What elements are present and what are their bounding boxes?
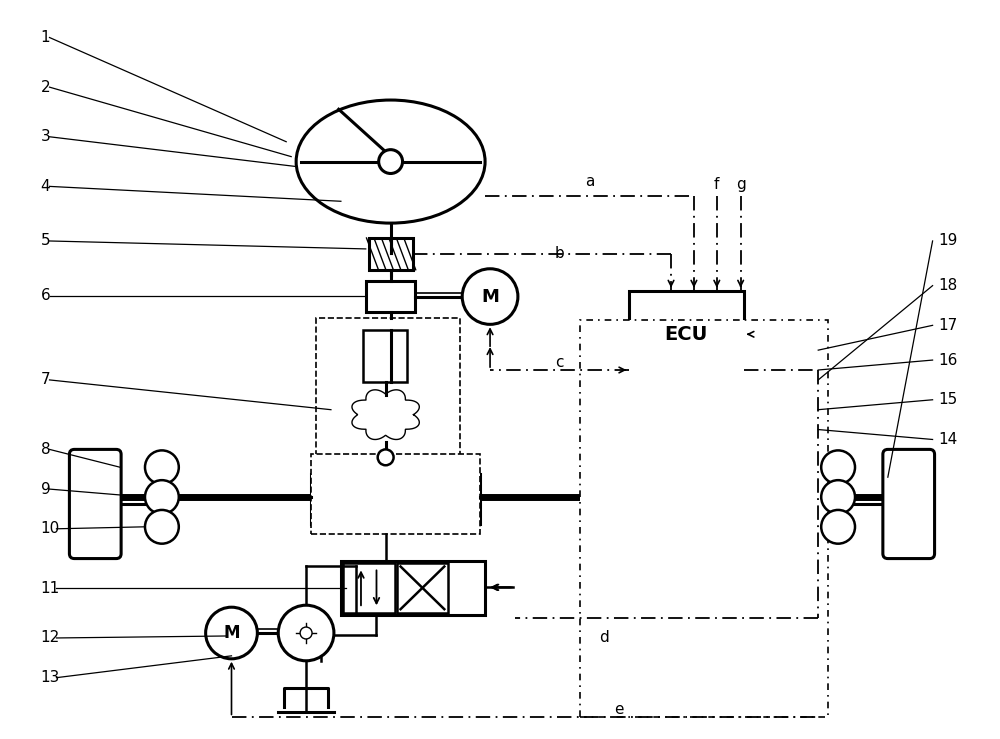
- Bar: [369, 238, 413, 270]
- Text: 11: 11: [41, 581, 60, 596]
- Circle shape: [278, 605, 334, 661]
- Bar: [580, 321, 828, 718]
- Circle shape: [821, 510, 855, 544]
- Ellipse shape: [296, 100, 485, 223]
- Circle shape: [145, 450, 179, 484]
- Text: M: M: [223, 624, 240, 642]
- Bar: [369, 457, 412, 475]
- Circle shape: [462, 269, 518, 324]
- Text: M: M: [481, 287, 499, 305]
- Circle shape: [378, 449, 394, 466]
- FancyBboxPatch shape: [883, 449, 935, 559]
- FancyBboxPatch shape: [69, 449, 121, 559]
- Text: 8: 8: [41, 442, 50, 457]
- Text: 5: 5: [41, 234, 50, 248]
- Text: f: f: [714, 177, 719, 192]
- Text: g: g: [736, 177, 746, 192]
- Text: 2: 2: [41, 80, 50, 95]
- Text: 7: 7: [41, 372, 50, 387]
- Bar: [397, 562, 448, 613]
- Text: e: e: [615, 702, 624, 717]
- Text: 15: 15: [938, 392, 957, 407]
- Text: 19: 19: [938, 234, 957, 248]
- Text: d: d: [600, 630, 609, 645]
- Text: a: a: [585, 174, 594, 189]
- Bar: [363, 330, 407, 382]
- Circle shape: [821, 450, 855, 484]
- Text: 9: 9: [41, 482, 50, 497]
- Bar: [366, 281, 415, 313]
- Text: 16: 16: [938, 353, 957, 367]
- Bar: [311, 454, 480, 534]
- Text: 12: 12: [41, 630, 60, 645]
- Circle shape: [145, 510, 179, 544]
- Text: 3: 3: [41, 129, 50, 144]
- Circle shape: [300, 627, 312, 639]
- Bar: [311, 474, 480, 524]
- Bar: [343, 562, 395, 613]
- Circle shape: [379, 150, 403, 174]
- Text: b: b: [555, 246, 565, 262]
- Text: ECU: ECU: [664, 324, 708, 344]
- Circle shape: [145, 480, 179, 514]
- Text: 6: 6: [41, 288, 50, 303]
- Bar: [316, 319, 460, 472]
- Text: 17: 17: [938, 318, 957, 333]
- Text: 1: 1: [41, 30, 50, 45]
- Text: 10: 10: [41, 521, 60, 537]
- Circle shape: [821, 480, 855, 514]
- Circle shape: [206, 607, 257, 658]
- Text: 4: 4: [41, 179, 50, 194]
- Text: c: c: [555, 355, 564, 370]
- Text: 18: 18: [938, 278, 957, 293]
- Bar: [341, 561, 485, 615]
- Bar: [629, 290, 744, 378]
- Text: 14: 14: [938, 432, 957, 447]
- Bar: [420, 464, 478, 502]
- Text: 13: 13: [41, 670, 60, 685]
